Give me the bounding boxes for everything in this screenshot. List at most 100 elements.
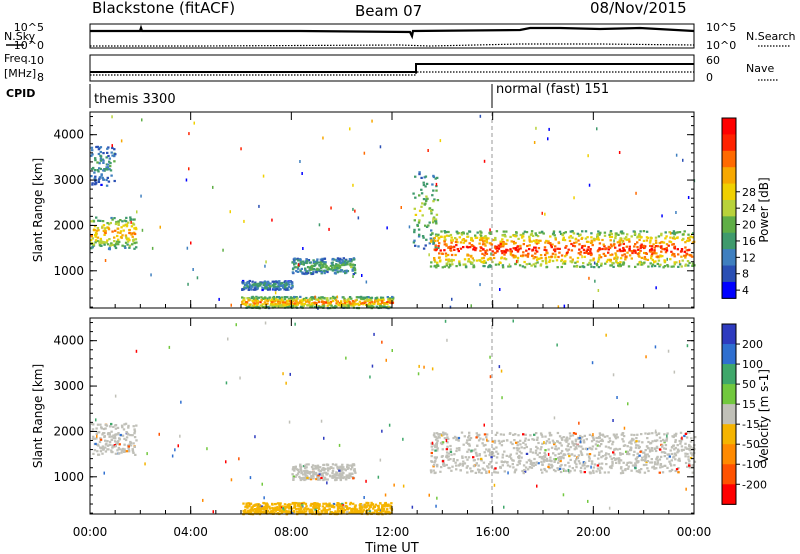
echo-cell	[567, 248, 570, 251]
echo-cell	[576, 232, 579, 235]
noise-cell	[423, 365, 425, 369]
echo-cell	[320, 296, 323, 299]
echo-cell	[523, 439, 527, 442]
echo-cell	[584, 230, 588, 233]
echo-cell	[657, 259, 661, 262]
colorbar-tick-label: -100	[742, 458, 767, 471]
noise-cell	[294, 322, 296, 326]
echo-cell	[412, 241, 416, 244]
echo-cell	[660, 250, 663, 253]
echo-cell	[342, 476, 345, 480]
echo-cell	[637, 234, 641, 237]
echo-cell	[659, 263, 662, 266]
echo-cell	[300, 267, 303, 270]
echo-cell	[485, 238, 488, 241]
echo-cell	[549, 235, 552, 238]
echo-cell	[104, 439, 107, 442]
echo-cell	[90, 239, 93, 242]
echo-cell	[430, 209, 433, 213]
echo-cell	[540, 457, 544, 460]
echo-cell	[551, 439, 555, 442]
echo-cell	[554, 447, 557, 450]
noise-cell	[667, 349, 670, 353]
noise-cell	[371, 119, 373, 123]
echo-cell	[336, 476, 339, 479]
echo-cell	[667, 244, 670, 247]
echo-cell	[425, 195, 428, 198]
echo-cell	[666, 264, 669, 267]
echo-cell	[455, 238, 458, 241]
echo-cell	[544, 449, 547, 452]
echo-cell	[331, 299, 335, 303]
echo-cell	[463, 258, 467, 261]
colorbar-tick-label: 100	[742, 358, 763, 371]
echo-cell	[644, 432, 647, 435]
echo-cell	[621, 254, 624, 257]
echo-cell	[320, 476, 323, 479]
echo-cell	[315, 298, 318, 301]
echo-cell	[421, 214, 424, 217]
noise-cell	[185, 178, 188, 182]
echo-cell	[451, 465, 454, 468]
echo-cell	[494, 238, 497, 241]
echo-cell	[576, 260, 579, 263]
echo-cell	[678, 263, 682, 266]
echo-cell	[500, 460, 504, 464]
noise-cell	[508, 263, 511, 267]
echo-cell	[541, 471, 544, 474]
echo-cell	[323, 270, 326, 273]
echo-cell	[612, 244, 616, 247]
noise-cell	[507, 471, 509, 475]
echo-cell	[656, 461, 660, 464]
echo-cell	[651, 432, 654, 435]
echo-cell	[337, 264, 340, 267]
noise-cell	[588, 276, 590, 280]
echo-cell	[532, 464, 535, 467]
echo-cell	[349, 302, 352, 305]
echo-cell	[95, 216, 98, 219]
echo-cell	[559, 457, 562, 460]
echo-cell	[618, 241, 621, 244]
colorbar-tick-label: 28	[742, 186, 756, 199]
echo-cell	[116, 426, 120, 429]
echo-cell	[461, 456, 464, 459]
echo-cell	[680, 248, 684, 251]
echo-cell	[679, 431, 683, 434]
echo-cell	[633, 245, 636, 248]
echo-cell	[635, 460, 638, 463]
echo-cell	[536, 235, 540, 238]
echo-cell	[305, 270, 309, 273]
echo-cell	[634, 441, 637, 444]
echo-cell	[443, 230, 446, 233]
echo-cell	[104, 227, 107, 230]
noise-cell	[411, 505, 414, 509]
echo-cell	[640, 246, 643, 249]
echo-cell	[246, 506, 249, 509]
colorbar-swatch	[722, 424, 736, 445]
echo-cell	[276, 285, 279, 288]
echo-cell	[381, 506, 384, 509]
y-tick-label: 3000	[53, 173, 84, 187]
echo-cell	[642, 244, 646, 247]
echo-cell	[274, 288, 277, 292]
echo-cell	[450, 253, 454, 257]
echo-cell	[630, 235, 633, 238]
echo-cell	[376, 298, 380, 301]
echo-cell	[98, 176, 102, 179]
echo-cell	[293, 506, 296, 509]
noise-cell	[381, 340, 383, 344]
echo-cell	[372, 305, 375, 308]
echo-cell	[299, 258, 302, 261]
echo-cell	[120, 424, 124, 427]
noise-cell	[594, 279, 596, 283]
echo-cell	[614, 246, 617, 249]
echo-cell	[472, 449, 475, 452]
echo-cell	[245, 502, 248, 505]
echo-cell	[314, 464, 317, 468]
echo-cell	[618, 248, 622, 251]
echo-cell	[649, 244, 652, 247]
echo-cell	[666, 466, 669, 469]
echo-cell	[123, 443, 126, 446]
echo-cell	[571, 260, 574, 263]
